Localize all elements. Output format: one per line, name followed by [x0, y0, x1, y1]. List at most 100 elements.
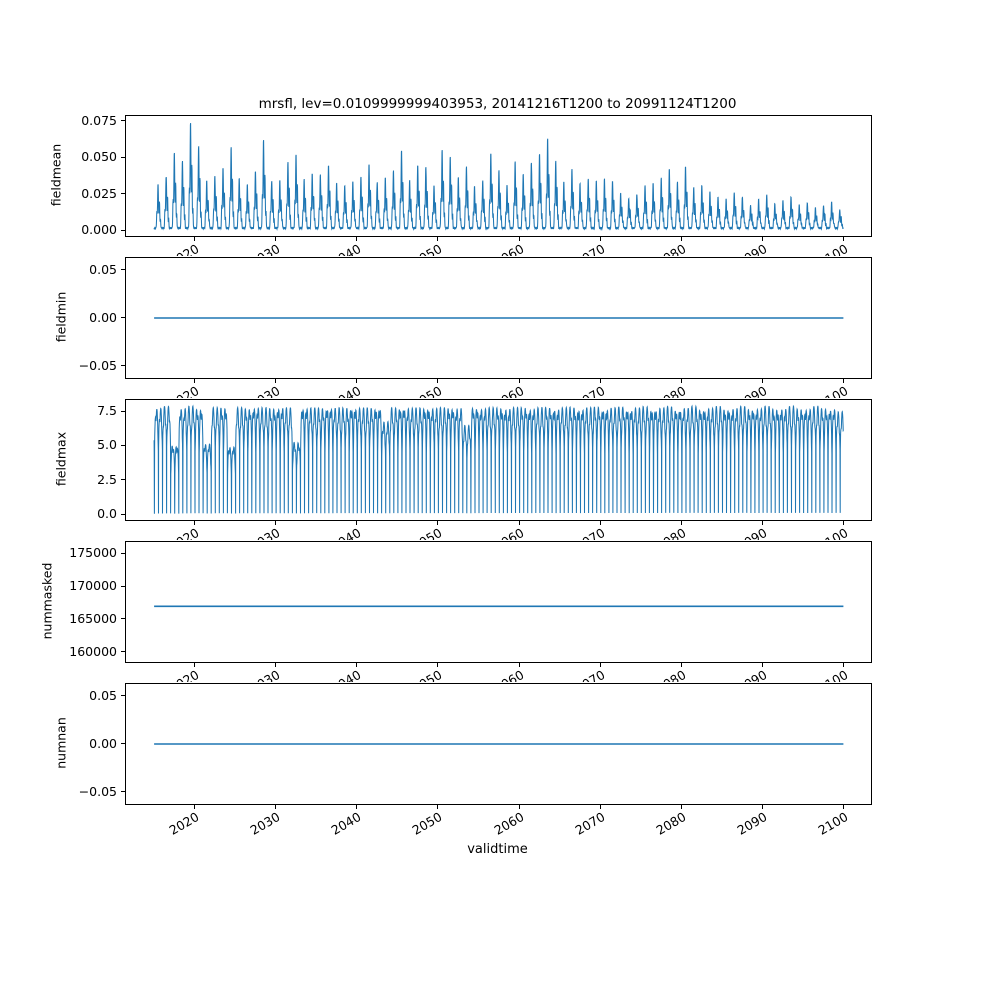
y-axis-label-fieldmax: fieldmax — [53, 431, 69, 487]
y-tick — [121, 444, 125, 446]
y-tick — [121, 695, 125, 696]
y-axis-label-numnan: numnan — [53, 717, 69, 769]
x-tick — [680, 663, 682, 667]
x-tick — [437, 379, 439, 383]
y-tick-label: 0.050 — [81, 149, 117, 165]
x-tick-label: 2060 — [491, 667, 527, 682]
x-tick — [843, 805, 845, 809]
x-tick-label: 2100 — [815, 383, 851, 398]
x-tick — [843, 237, 845, 241]
series-line-fieldmean — [153, 123, 844, 232]
y-tick-label: 170000 — [69, 578, 117, 594]
y-axis-label-nummasked: nummasked — [39, 562, 55, 640]
x-tick-label: 2070 — [572, 667, 608, 682]
x-tick — [762, 805, 764, 809]
x-tick — [762, 379, 764, 383]
x-tick-label: 2020 — [166, 383, 202, 398]
y-tick-label: 0.0 — [97, 506, 117, 521]
y-tick — [121, 743, 125, 744]
x-tick — [680, 237, 682, 241]
y-tick-label: 0.05 — [89, 261, 117, 277]
x-tick-label: 2090 — [734, 667, 770, 682]
x-tick — [356, 521, 358, 525]
y-tick-label: 0.05 — [89, 687, 117, 703]
x-tick-label: 2030 — [247, 383, 283, 398]
x-tick — [275, 521, 277, 525]
y-tick — [121, 317, 125, 318]
plot-area-numnan — [154, 743, 844, 745]
x-tick-label: 2100 — [815, 241, 851, 256]
y-tick-label: 5.0 — [97, 437, 117, 453]
x-tick — [194, 379, 195, 383]
x-tick — [437, 805, 439, 809]
subplot-numnan — [125, 683, 872, 805]
x-tick — [356, 805, 358, 809]
y-tick-label: 0.025 — [81, 185, 117, 201]
x-tick-label: 2080 — [653, 383, 689, 398]
x-tick-label: 2100 — [815, 667, 851, 682]
x-tick — [356, 379, 358, 383]
x-tick — [275, 805, 277, 809]
x-tick-label: 2040 — [328, 667, 364, 682]
x-tick-label: 2020 — [166, 525, 202, 540]
x-tick — [518, 663, 520, 667]
y-tick — [121, 156, 125, 158]
y-tick — [121, 552, 125, 554]
y-tick — [121, 229, 125, 231]
y-tick-label: 2.5 — [97, 471, 117, 487]
x-tick-label-row: 2020 2030 2040 2050 2060 2070 2080 2090 2100 — [45, 525, 920, 540]
x-tick — [437, 237, 439, 241]
y-axis-label-fieldmin: fieldmin — [53, 291, 69, 343]
x-tick — [599, 237, 601, 241]
chart-title: mrsfl, lev=0.0109999999403953, 20141216T… — [258, 96, 737, 112]
x-tick-label: 2090 — [734, 383, 770, 398]
x-tick-label: 2050 — [409, 383, 445, 398]
x-tick-label: 2070 — [572, 383, 608, 398]
x-tick-label: 2080 — [653, 525, 689, 540]
x-tick — [194, 663, 195, 667]
x-tick — [518, 379, 520, 383]
x-tick — [680, 805, 682, 809]
x-tick — [437, 663, 439, 667]
x-tick-label: 2020 — [166, 241, 202, 256]
y-tick-label: 0.075 — [81, 112, 117, 128]
y-tick — [121, 479, 125, 481]
y-tick — [121, 651, 125, 653]
x-tick — [275, 663, 277, 667]
x-tick — [194, 805, 195, 809]
plot-area-fieldmin — [154, 317, 844, 319]
y-axis-label-fieldmean: fieldmean — [48, 143, 64, 207]
y-tick — [121, 410, 125, 412]
series-line-fieldmax — [153, 404, 844, 514]
x-tick — [437, 521, 439, 525]
subplot-nummasked — [125, 541, 872, 663]
y-tick-label: 165000 — [69, 610, 117, 626]
y-tick-label: −0.05 — [78, 357, 117, 373]
x-tick — [599, 379, 601, 383]
y-tick-label: 160000 — [69, 643, 117, 659]
x-tick-label-row: 2020 2030 2040 2050 2060 2070 2080 2090 2100 — [45, 667, 920, 682]
x-tick-label: 2030 — [247, 525, 283, 540]
x-tick-label: 2030 — [247, 667, 283, 682]
x-tick — [762, 663, 764, 667]
subplot-fieldmean — [125, 115, 872, 237]
x-tick — [356, 663, 358, 667]
y-tick — [121, 365, 125, 366]
x-tick — [762, 521, 764, 525]
y-tick — [121, 513, 125, 515]
x-tick — [518, 237, 520, 241]
x-tick-label: 2060 — [491, 525, 527, 540]
x-tick-label: 2090 — [734, 525, 770, 540]
x-tick-label-row: 2020 2030 2040 2050 2060 2070 2080 2090 2100 — [45, 383, 920, 398]
x-tick — [518, 805, 520, 809]
x-tick — [680, 521, 682, 525]
x-tick — [843, 379, 845, 383]
subplot-fieldmax — [125, 399, 872, 521]
x-tick-label: 2030 — [247, 241, 283, 256]
x-tick-label: 2050 — [409, 525, 445, 540]
x-tick-label: 2070 — [572, 241, 608, 256]
x-tick-label: 2070 — [572, 525, 608, 540]
plot-area-nummasked — [154, 605, 844, 608]
plot-area-fieldmean — [153, 123, 844, 232]
x-tick-label: 2100 — [815, 525, 851, 540]
